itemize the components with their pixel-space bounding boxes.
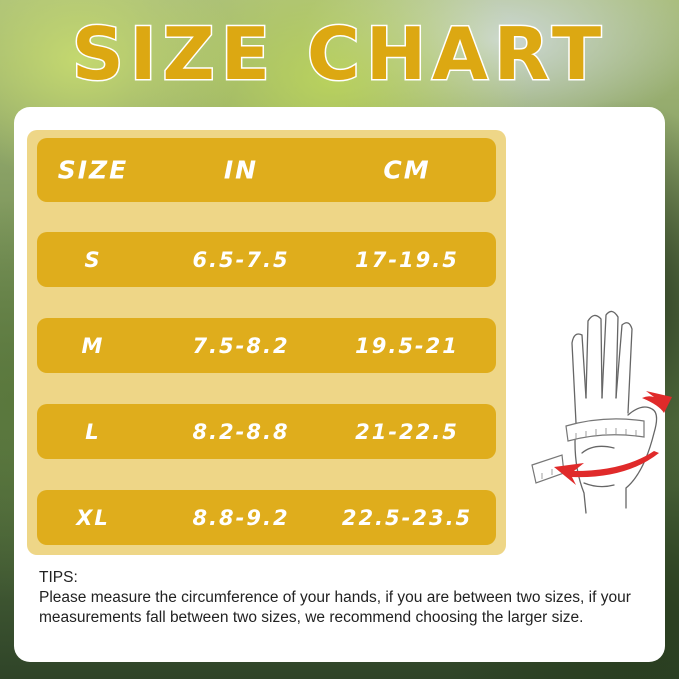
size-table: SIZE IN CM S 6.5-7.5 17-19.5 M 7.5-8.2 1… [27,130,506,555]
cell-cm: 21-22.5 [355,419,459,444]
table-row: S 6.5-7.5 17-19.5 [37,232,496,287]
header-cm: CM [383,155,431,185]
cell-in: 8.8-9.2 [192,505,290,530]
cell-cm: 17-19.5 [355,247,459,272]
cell-size: S [84,247,102,272]
table-row: L 8.2-8.8 21-22.5 [37,404,496,459]
page-title: SIZE CHART [70,11,608,98]
cell-in: 7.5-8.2 [192,333,290,358]
hand-measuring-tape-icon [531,310,672,514]
header-size: SIZE [57,155,129,185]
cell-in: 6.5-7.5 [192,247,290,272]
cell-size: XL [76,505,110,530]
tips-section: TIPS: Please measure the circumference o… [39,568,649,628]
table-row: M 7.5-8.2 19.5-21 [37,318,496,373]
cell-cm: 19.5-21 [355,333,459,358]
tips-text: Please measure the circumference of your… [39,589,631,626]
cell-size: M [81,333,105,358]
header-in: IN [223,155,259,185]
table-row: XL 8.8-9.2 22.5-23.5 [37,490,496,545]
size-chart-card: SIZE IN CM S 6.5-7.5 17-19.5 M 7.5-8.2 1… [14,107,672,662]
tips-label: TIPS: [39,569,78,586]
cell-in: 8.2-8.8 [192,419,290,444]
table-header: SIZE IN CM [37,138,496,202]
cell-cm: 22.5-23.5 [341,505,473,530]
cell-size: L [85,419,101,444]
